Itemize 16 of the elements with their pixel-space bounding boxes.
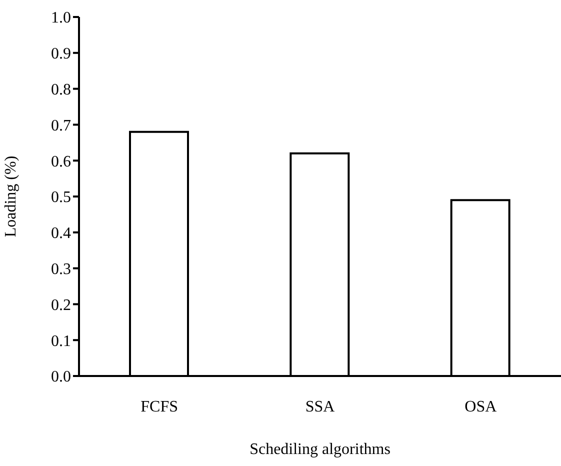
x-tick-label: OSA: [464, 398, 498, 416]
y-tick-label: 0.1: [51, 332, 71, 350]
y-tick-label: 0.3: [51, 260, 71, 278]
y-tick-label: 0.0: [51, 368, 71, 386]
y-tick-label: 0.7: [51, 117, 71, 134]
x-axis-title: Schediling algorithms: [250, 441, 390, 458]
y-tick-label: 0.5: [51, 189, 71, 206]
y-tick-label: 0.6: [51, 153, 71, 170]
y-tick-label: 0.2: [51, 296, 71, 314]
y-tick-label: 0.9: [51, 46, 71, 63]
y-tick-label: 0.4: [51, 225, 71, 242]
y-axis-title: Loading (%): [2, 156, 20, 238]
y-tick-label: 0.8: [51, 81, 71, 98]
x-tick-label: SSA: [305, 398, 336, 416]
y-tick-label: 1.0: [51, 10, 71, 27]
x-tick-label: FCFS: [140, 398, 178, 416]
